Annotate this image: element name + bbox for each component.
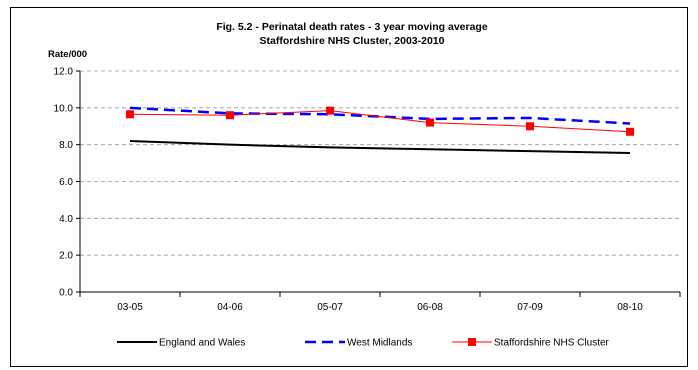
x-tick-label: 05-07: [317, 302, 343, 313]
y-axis-label: Rate/000: [48, 49, 87, 60]
chart-subtitle: Staffordshire NHS Cluster, 2003-2010: [260, 35, 445, 47]
legend-label: Staffordshire NHS Cluster: [494, 338, 610, 349]
chart-frame: [10, 7, 688, 367]
data-point: [126, 110, 134, 119]
y-tick-label: 10.0: [54, 103, 74, 114]
y-tick-label: 0.0: [59, 288, 73, 299]
data-point: [326, 106, 334, 115]
legend-marker: [468, 338, 476, 346]
legend-label: West Midlands: [347, 338, 412, 349]
gridlines: [80, 70, 680, 256]
data-point: [426, 118, 434, 127]
data-point: [626, 127, 634, 136]
x-tick-label: 07-09: [517, 302, 543, 313]
y-tick-label: 6.0: [59, 177, 73, 188]
y-tick-label: 12.0: [54, 67, 74, 78]
series-line: [129, 106, 631, 125]
data-point: [526, 122, 534, 131]
x-tick-label: 06-08: [417, 302, 443, 313]
legend-label: England and Wales: [159, 338, 245, 349]
series-line: [129, 110, 631, 133]
data-point: [226, 111, 234, 120]
series-layer: [126, 106, 634, 154]
chart-title: Fig. 5.2 - Perinatal death rates - 3 yea…: [216, 21, 488, 33]
series-line: [129, 139, 631, 154]
x-tick-label: 08-10: [617, 302, 643, 313]
x-tick-label: 03-05: [117, 302, 143, 313]
x-tick-label: 04-06: [217, 302, 243, 313]
axes: 0.0 2.0 4.0 6.0 8.0 10.0 12.0 03-05 04-06 05-07 06…: [54, 67, 681, 313]
legend: England and Wales West Midlands Staffordsh…: [117, 338, 610, 349]
y-tick-label: 4.0: [59, 214, 73, 225]
y-tick-label: 8.0: [59, 140, 73, 151]
y-tick-label: 2.0: [59, 251, 73, 262]
